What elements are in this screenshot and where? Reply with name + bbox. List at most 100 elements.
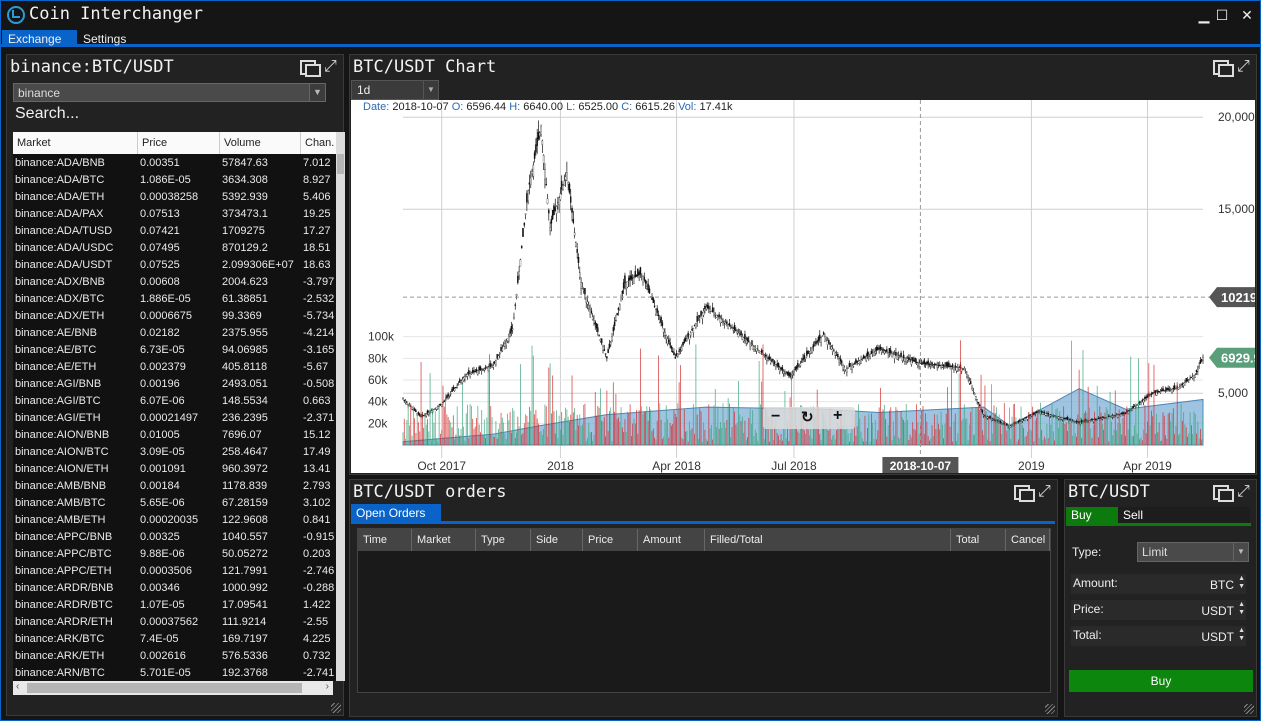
menu-item-settings[interactable]: Settings	[83, 32, 127, 46]
table-row[interactable]: binance:AGI/BNB 0.00196 2493.051 -0.508	[13, 376, 342, 393]
table-row[interactable]: binance:AE/ETH 0.002379 405.8118 -5.67	[13, 359, 342, 376]
market-table: Market Price Volume Chan. binance:ADA/BN…	[13, 132, 342, 681]
tab-open-orders[interactable]: Open Orders	[351, 504, 441, 521]
menu-item-exchange[interactable]: Exchange	[2, 30, 77, 47]
table-row[interactable]: binance:APPC/BNB 0.00325 1040.557 -0.915	[13, 529, 342, 546]
expand-icon[interactable]: ⤢	[1237, 483, 1250, 500]
total-field[interactable]: Total: USDT ▲ ▼	[1071, 626, 1246, 646]
column-header-market[interactable]: Market	[13, 132, 138, 154]
expand-icon[interactable]: ⤢	[1237, 58, 1250, 75]
column-header-change[interactable]: Chan.	[305, 137, 335, 149]
column-header-price[interactable]: Price	[138, 132, 220, 154]
column-header-market[interactable]: Market	[412, 529, 476, 551]
scroll-left-icon[interactable]: ‹	[16, 681, 20, 692]
table-row[interactable]: binance:ADX/ETH 0.0006675 99.3369 -5.734	[13, 308, 342, 325]
zoom-in-button[interactable]: +	[833, 407, 843, 424]
table-row[interactable]: binance:ARK/BTC 7.4E-05 169.7197 4.225	[13, 631, 342, 648]
table-row[interactable]: binance:ARDR/BNB 0.00346 1000.992 -0.288	[13, 580, 342, 597]
volume-cell: 373473.1	[222, 208, 268, 220]
scroll-right-icon[interactable]: ›	[325, 681, 329, 692]
table-row[interactable]: binance:ADA/TUSD 0.07421 1709275 17.27	[13, 223, 342, 240]
column-header-amount[interactable]: Amount	[638, 529, 705, 551]
price-field[interactable]: Price: USDT ▲ ▼	[1071, 600, 1246, 620]
zoom-out-button[interactable]: −	[771, 408, 781, 425]
title-bar[interactable]: Coin Interchanger ▁ ☐ ✕	[1, 1, 1260, 29]
table-row[interactable]: binance:AGI/ETH 0.00021497 236.2395 -2.371	[13, 410, 342, 427]
maximize-button[interactable]: ☐	[1215, 7, 1229, 23]
buy-button[interactable]: Buy	[1069, 670, 1253, 692]
column-header-type[interactable]: Type	[476, 529, 531, 551]
candle-body	[692, 328, 695, 333]
table-row[interactable]: binance:AION/BNB 0.01005 7696.07 15.12	[13, 427, 342, 444]
close-button[interactable]: ✕	[1241, 7, 1253, 23]
chevron-down-icon[interactable]: ▼	[1233, 543, 1248, 561]
minimize-button[interactable]: ▁	[1198, 7, 1210, 23]
scrollbar-thumb[interactable]	[27, 683, 302, 693]
column-header-volume[interactable]: Volume	[220, 132, 301, 154]
column-header-time[interactable]: Time	[358, 529, 412, 551]
table-row[interactable]: binance:ADX/BNB 0.00608 2004.623 -3.797	[13, 274, 342, 291]
table-row[interactable]: binance:ADX/BTC 1.886E-05 61.38851 -2.532	[13, 291, 342, 308]
table-row[interactable]: binance:ARDR/BTC 1.07E-05 17.09541 1.422	[13, 597, 342, 614]
candle-body	[566, 172, 568, 181]
candle-body	[926, 361, 928, 365]
table-row[interactable]: binance:ARK/ETH 0.002616 576.5336 0.732	[13, 648, 342, 665]
table-row[interactable]: binance:ARN/BTC 5.701E-05 192.3768 -2.741	[13, 665, 342, 681]
candle-body	[1168, 389, 1171, 391]
scrollbar-thumb[interactable]	[337, 154, 344, 174]
vertical-scrollbar[interactable]	[336, 132, 345, 681]
table-row[interactable]: binance:AMB/BNB 0.00184 1178.839 2.793	[13, 478, 342, 495]
table-row[interactable]: binance:ADA/USDT 0.07525 2.099306E+07 18.63	[13, 257, 342, 274]
candle-body	[466, 374, 469, 377]
table-row[interactable]: binance:ADA/BTC 1.086E-05 3634.308 8.927	[13, 172, 342, 189]
exchange-select[interactable]: binance ▼	[13, 83, 326, 102]
price-cell: 7.4E-05	[140, 633, 179, 645]
candle-body	[619, 304, 621, 310]
resize-grip-icon[interactable]	[1244, 704, 1254, 714]
chevron-down-icon[interactable]: ▼	[309, 84, 325, 101]
column-header-total[interactable]: Total	[951, 529, 1006, 551]
table-row[interactable]: binance:ADA/BNB 0.00351 57847.63 7.012	[13, 155, 342, 172]
table-row[interactable]: binance:APPC/ETH 0.0003506 121.7991 -2.746	[13, 563, 342, 580]
table-row[interactable]: binance:AMB/BTC 5.65E-06 67.28159 3.102	[13, 495, 342, 512]
candle-body	[764, 355, 767, 357]
horizontal-scrollbar[interactable]: ‹ ›	[13, 681, 333, 695]
candle-body	[474, 371, 477, 373]
table-row[interactable]: binance:AION/BTC 3.09E-05 258.4647 17.49	[13, 444, 342, 461]
amount-field[interactable]: Amount: BTC ▲ ▼	[1071, 574, 1246, 594]
column-header-cancel[interactable]: Cancel	[1006, 529, 1050, 551]
table-row[interactable]: binance:ADA/PAX 0.07513 373473.1 19.25	[13, 206, 342, 223]
table-row[interactable]: binance:ADA/ETH 0.00038258 5392.939 5.406	[13, 189, 342, 206]
table-row[interactable]: binance:ADA/USDC 0.07495 870129.2 18.51	[13, 240, 342, 257]
candle-body	[714, 313, 717, 316]
table-row[interactable]: binance:AMB/ETH 0.00020035 122.9608 0.841	[13, 512, 342, 529]
resize-grip-icon[interactable]	[331, 703, 341, 713]
spinner-icon[interactable]: ▲ ▼	[1238, 601, 1245, 616]
tab-sell[interactable]: Sell	[1118, 507, 1250, 523]
search-input[interactable]: Search...	[13, 105, 343, 127]
tab-buy[interactable]: Buy	[1066, 507, 1118, 523]
spinner-icon[interactable]: ▲ ▼	[1238, 575, 1245, 590]
table-row[interactable]: binance:APPC/BTC 9.88E-06 50.05272 0.203	[13, 546, 342, 563]
column-header-side[interactable]: Side	[531, 529, 583, 551]
table-row[interactable]: binance:AE/BTC 6.73E-05 94.06985 -3.165	[13, 342, 342, 359]
price-chart[interactable]: 20,000 15,000 5,000 100k 80k 60k 40k 20k Oct 201…	[351, 100, 1255, 473]
resize-grip-icon[interactable]	[1045, 704, 1055, 714]
table-row[interactable]: binance:ARDR/ETH 0.00037562 111.9214 -2.55	[13, 614, 342, 631]
column-header-price[interactable]: Price	[583, 529, 638, 551]
expand-icon[interactable]: ⤢	[324, 58, 337, 75]
expand-icon[interactable]: ⤢	[1038, 483, 1051, 500]
table-row[interactable]: binance:AION/ETH 0.001091 960.3972 13.41	[13, 461, 342, 478]
chevron-down-icon[interactable]: ▼	[423, 81, 438, 99]
column-header-filled-total[interactable]: Filled/Total	[705, 529, 951, 551]
spinner-icon[interactable]: ▲ ▼	[1238, 627, 1245, 642]
change-cell: -2.371	[303, 412, 335, 424]
candle-body	[933, 364, 936, 366]
order-type-select[interactable]: Limit ▼	[1137, 542, 1249, 562]
table-row[interactable]: binance:AGI/BTC 6.07E-06 148.5534 0.663	[13, 393, 342, 410]
interval-select[interactable]: 1d ▼	[351, 80, 439, 100]
table-row[interactable]: binance:AE/BNB 0.02182 2375.955 -4.214	[13, 325, 342, 342]
reset-zoom-button[interactable]: ↻	[801, 409, 814, 426]
candle-body	[665, 335, 667, 340]
candle-body	[562, 184, 564, 190]
